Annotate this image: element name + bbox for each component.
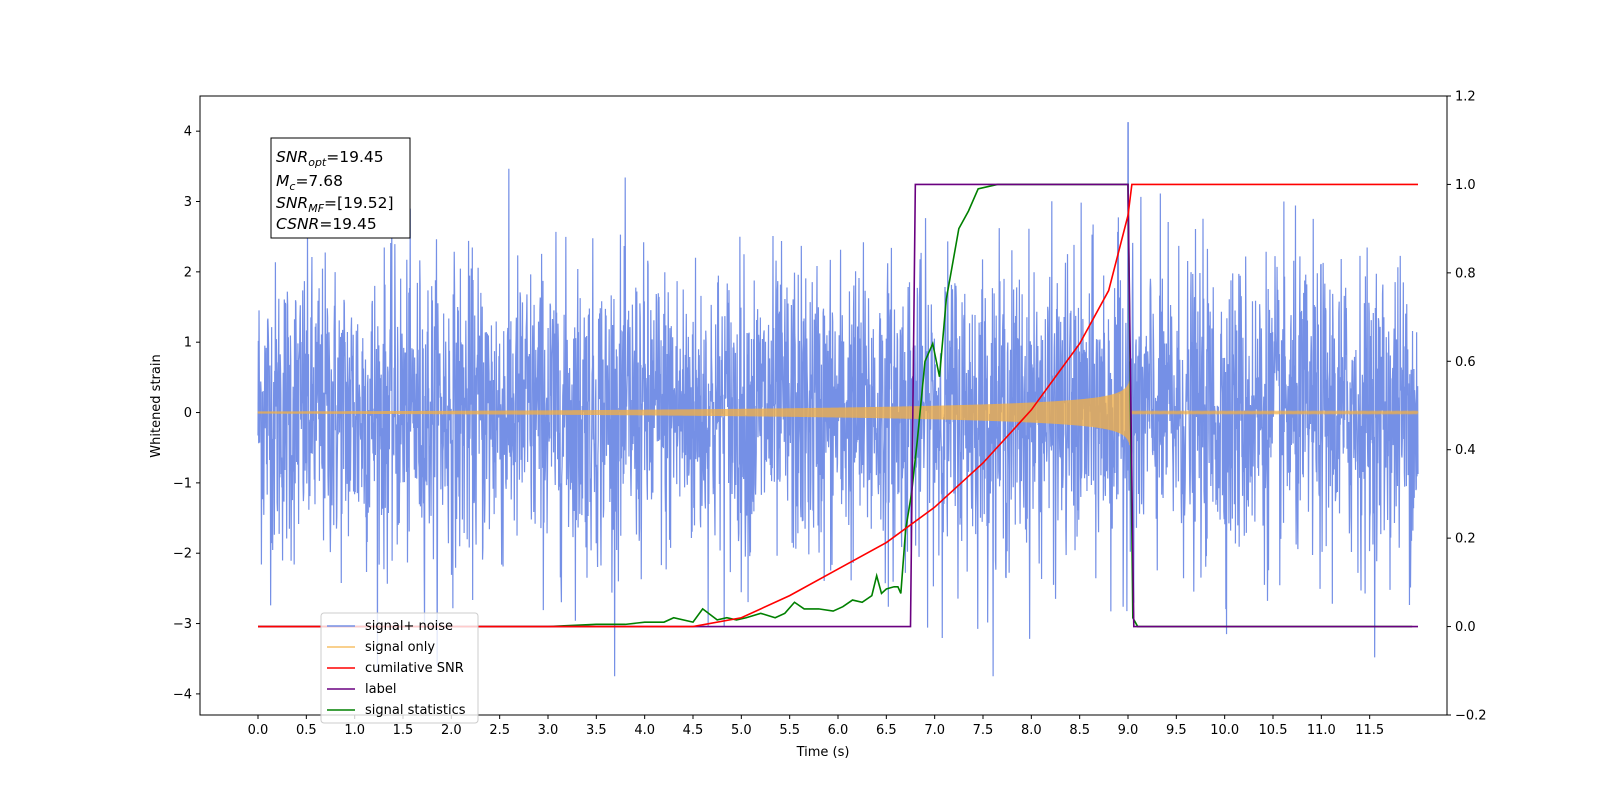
- y-tick-label-left: −2: [173, 547, 192, 562]
- x-tick-label: 7.0: [924, 723, 945, 738]
- y-tick-label-right: −0.2: [1455, 709, 1487, 724]
- x-axis-label: Time (s): [796, 745, 850, 760]
- x-tick-label: 8.5: [1069, 723, 1090, 738]
- y-tick-label-left: 0: [184, 406, 192, 421]
- annotation-frame: [270, 137, 411, 239]
- y-tick-label-left: −1: [173, 476, 192, 491]
- x-tick-label: 5.0: [731, 723, 752, 738]
- x-tick-label: 11.5: [1355, 723, 1384, 738]
- y-tick-label-right: 0.6: [1455, 355, 1476, 370]
- x-tick-label: 10.5: [1259, 723, 1288, 738]
- legend-label-signal-noise: signal+ noise: [365, 619, 453, 634]
- y-tick-label-right: 0.8: [1455, 266, 1476, 281]
- y-tick-label-left: −3: [173, 617, 192, 632]
- x-tick-label: 6.5: [876, 723, 897, 738]
- legend-label-signal-only: signal only: [365, 640, 435, 655]
- series-cumilative-snr: [258, 183, 1418, 628]
- plot-frame: [199, 95, 1448, 716]
- y-tick-label-right: 1.2: [1455, 90, 1476, 105]
- x-tick-label: 11.0: [1307, 723, 1336, 738]
- y-tick-label-left: −4: [173, 687, 192, 702]
- y-tick-label-right: 0.0: [1455, 620, 1476, 635]
- x-tick-label: 4.0: [634, 723, 655, 738]
- x-tick-label: 5.5: [779, 723, 800, 738]
- y-tick-label-right: 0.2: [1455, 532, 1476, 547]
- y-tick-label-right: 1.0: [1455, 178, 1476, 193]
- annotation-line-snr-opt: SNRopt=19.45: [276, 148, 384, 169]
- annotation-line-snr-mf: SNRMF=[19.52]: [276, 194, 394, 215]
- right-axis-series-layer: [258, 183, 1418, 628]
- x-tick-label: 3.5: [586, 723, 607, 738]
- x-tick-label: 8.0: [1021, 723, 1042, 738]
- annotation-line-csnr: CSNR=19.45: [276, 215, 377, 233]
- x-tick-label: 2.0: [441, 723, 462, 738]
- x-tick-label: 10.0: [1210, 723, 1239, 738]
- series-signal-noise: [257, 122, 1419, 677]
- x-tick-label: 9.0: [1118, 723, 1139, 738]
- x-tick-label: 7.5: [973, 723, 994, 738]
- x-tick-label: 3.0: [538, 723, 559, 738]
- y-axis-label: Whitened strain: [149, 354, 164, 457]
- legend-frame: [320, 612, 479, 724]
- x-tick-label: 0.0: [248, 723, 269, 738]
- legend-label-signal-statistics: signal statistics: [365, 703, 466, 718]
- y-tick-label-left: 4: [184, 125, 192, 140]
- x-tick-label: 0.5: [296, 723, 317, 738]
- y-tick-label-left: 2: [184, 265, 192, 280]
- y-tick-label-left: 1: [184, 336, 192, 351]
- annotation-box: SNRopt=19.45 Mc=7.68 SNRMF=[19.52] CSNR=…: [270, 137, 411, 239]
- y-tick-label-right: 0.4: [1455, 443, 1476, 458]
- signal-noise-layer: [257, 122, 1419, 677]
- signal-only-layer: [257, 381, 1419, 446]
- legend-label-label: label: [365, 682, 396, 697]
- series-label: [258, 183, 1418, 628]
- x-tick-label: 6.0: [828, 723, 849, 738]
- x-tick-label: 4.5: [683, 723, 704, 738]
- x-tick-label: 2.5: [489, 723, 510, 738]
- legend: signal+ noise signal only cumilative SNR…: [320, 612, 479, 724]
- series-signal-statistics: [258, 183, 1413, 628]
- ticks-layer: 0.0 0.5 1.0 1.5 2.0 2.5 3.0 3.5 4.0 4.5 5.0 5.5 6.0 6…: [173, 90, 1487, 739]
- annotation-line-mc: Mc=7.68: [276, 172, 343, 193]
- legend-label-cumilative-snr: cumilative SNR: [365, 661, 464, 676]
- x-tick-label: 9.5: [1166, 723, 1187, 738]
- x-tick-label: 1.0: [344, 723, 365, 738]
- y-tick-label-left: 3: [184, 195, 192, 210]
- series-signal-only: [257, 381, 1419, 446]
- x-tick-label: 1.5: [393, 723, 414, 738]
